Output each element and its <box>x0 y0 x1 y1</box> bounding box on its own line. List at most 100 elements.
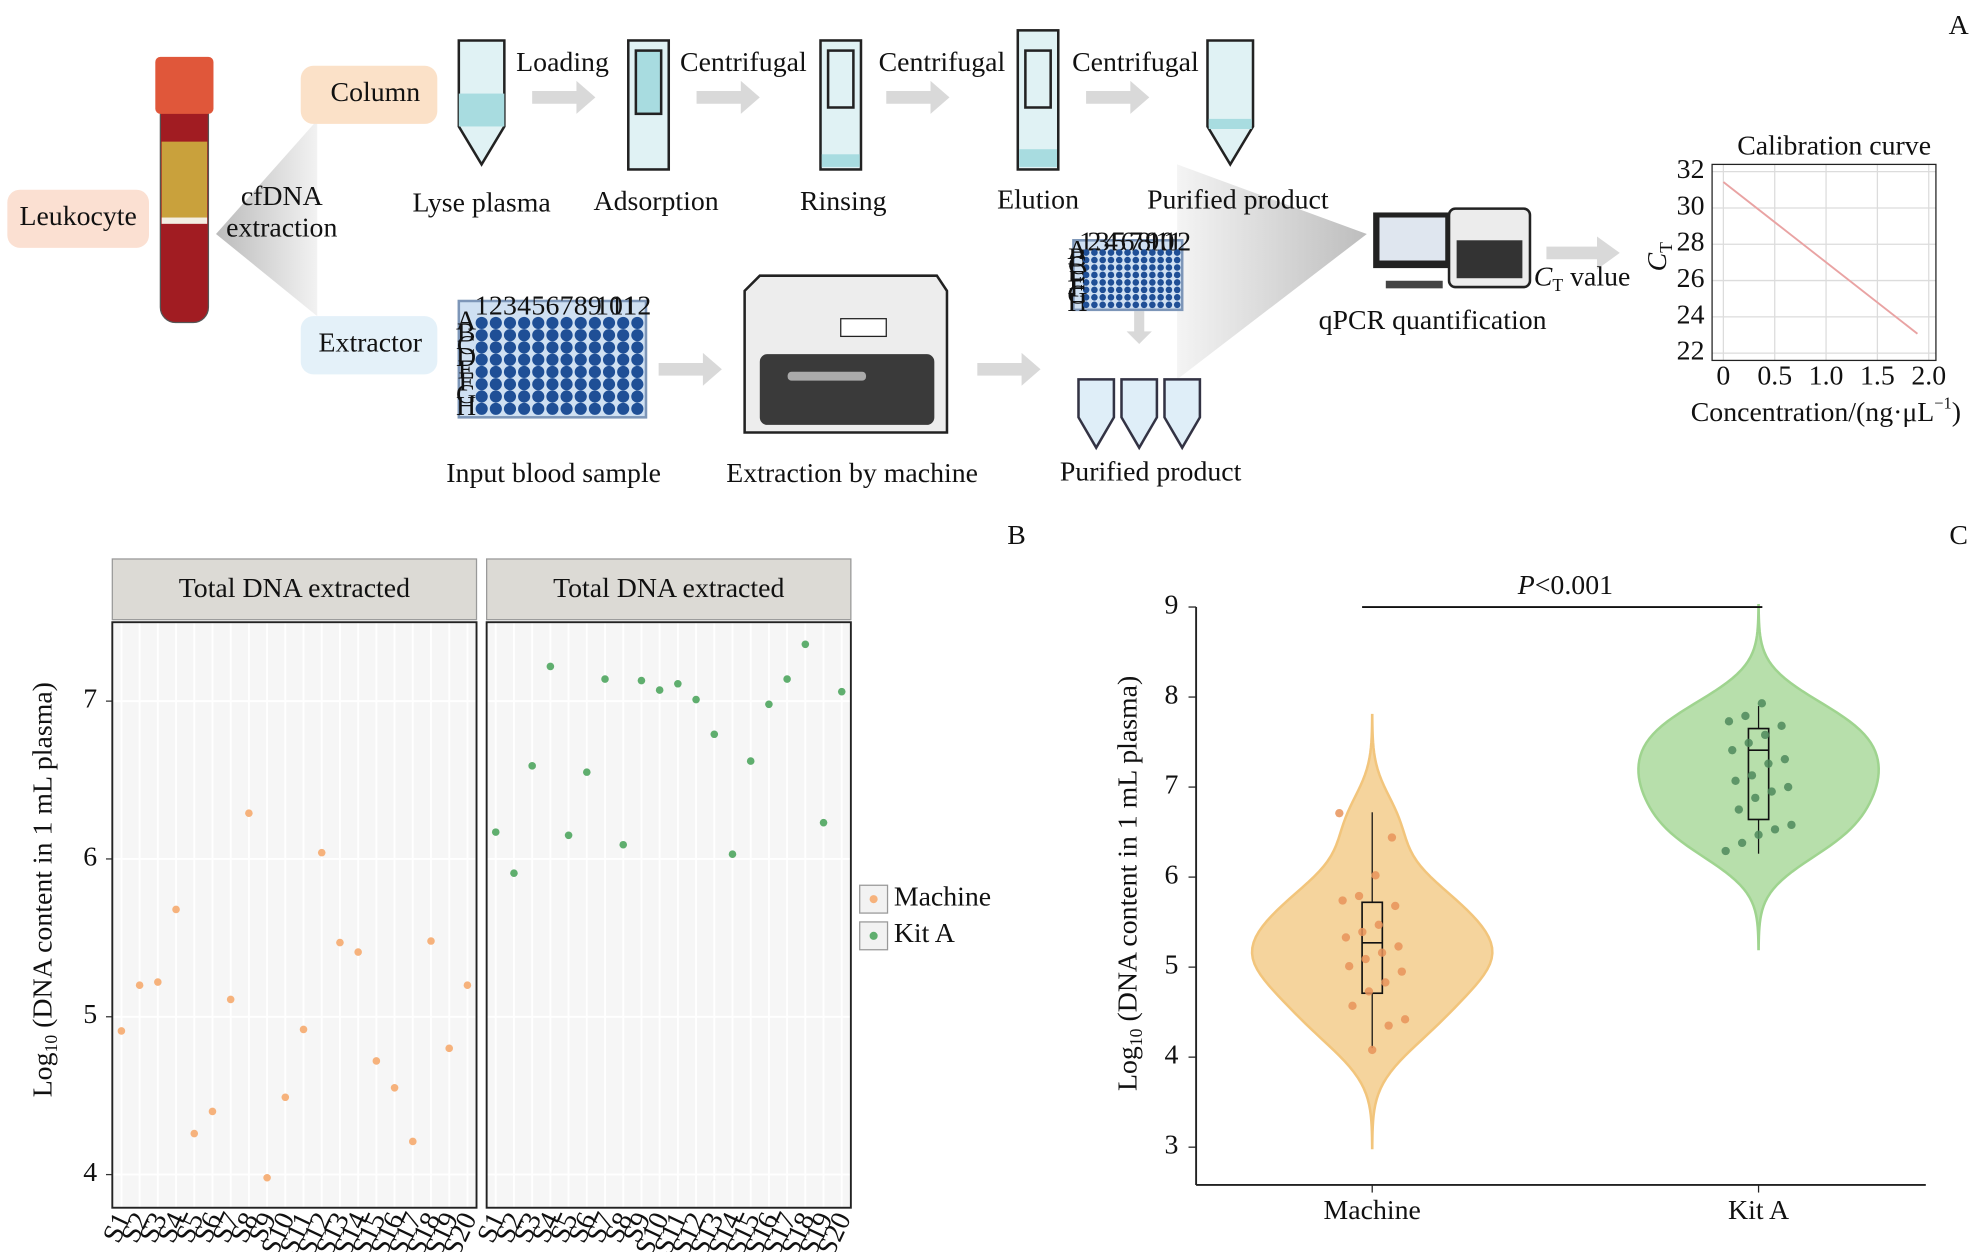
small-tubes <box>1077 378 1202 451</box>
axis-label: Concentration/(ng·μL−1) <box>1691 393 1961 428</box>
well <box>1149 301 1156 309</box>
well <box>475 341 488 354</box>
violin <box>1637 604 1880 951</box>
well <box>546 316 559 329</box>
well <box>588 329 601 342</box>
well <box>475 329 488 342</box>
well <box>475 402 488 415</box>
well <box>1107 264 1115 271</box>
well <box>1091 294 1098 301</box>
point <box>1764 759 1773 768</box>
well <box>475 365 488 379</box>
point <box>1780 754 1790 764</box>
well <box>489 329 502 342</box>
plate-row: F <box>1070 272 1085 303</box>
well <box>546 365 559 379</box>
dot <box>317 848 326 857</box>
well <box>574 353 587 366</box>
step: Centrifugal <box>879 47 1006 78</box>
well <box>1165 279 1173 286</box>
well <box>532 402 545 415</box>
box <box>300 65 438 124</box>
stage: Purified product <box>1147 185 1329 216</box>
well <box>1140 271 1148 279</box>
well <box>631 365 644 379</box>
dot <box>801 640 810 649</box>
well <box>1157 249 1164 256</box>
well <box>1132 264 1140 271</box>
well <box>503 329 517 342</box>
y-tick-label: 3 <box>1164 1130 1178 1161</box>
text: ) <box>1952 397 1961 428</box>
x-tick-label: 2.0 <box>1911 361 1946 392</box>
well <box>1149 264 1156 271</box>
plate-col: 1 <box>475 291 489 322</box>
well <box>1124 264 1131 271</box>
label: extraction <box>226 213 337 244</box>
panel-bg <box>486 622 851 1208</box>
plot-frame <box>1711 163 1937 362</box>
axis-label: P<0.001 <box>1517 570 1613 601</box>
calibration-line <box>1722 181 1919 335</box>
point <box>1777 721 1786 731</box>
point <box>1377 948 1387 957</box>
well <box>1157 294 1164 301</box>
liquid <box>1019 149 1057 167</box>
text: <0.001 <box>1535 570 1613 601</box>
label: cfDNA <box>241 181 323 212</box>
point <box>1391 901 1400 911</box>
point <box>1757 699 1767 708</box>
text: T <box>1656 242 1676 253</box>
well <box>1140 256 1148 264</box>
well <box>1140 301 1148 309</box>
well <box>1091 301 1098 309</box>
point <box>1770 825 1780 834</box>
plate-row: B <box>457 318 476 349</box>
point <box>1374 920 1383 929</box>
plasma <box>161 141 208 218</box>
well <box>1173 286 1181 294</box>
well <box>588 402 601 415</box>
y-tick-label: 5 <box>1164 950 1178 981</box>
point <box>1721 846 1730 856</box>
well <box>532 390 545 403</box>
stage: Adsorption <box>594 186 719 217</box>
point <box>1734 805 1744 814</box>
dot <box>372 1057 381 1065</box>
point <box>1345 962 1354 971</box>
well <box>1165 249 1173 256</box>
plate-col: 6 <box>1121 227 1135 258</box>
plate-row: B <box>1068 242 1087 273</box>
well <box>617 378 630 391</box>
step: Centrifugal <box>1072 47 1199 78</box>
well <box>1099 286 1106 294</box>
panel-label: B <box>1007 520 1026 551</box>
legend-label: Machine <box>894 882 991 913</box>
point <box>1731 776 1740 785</box>
point <box>1744 738 1753 748</box>
stage: Extraction by machine <box>726 458 978 489</box>
y-tick-label: 4 <box>83 1157 97 1188</box>
dot <box>819 818 828 827</box>
well <box>1082 256 1090 264</box>
well <box>503 365 517 379</box>
point <box>1341 933 1351 942</box>
well <box>1140 294 1148 301</box>
box <box>7 189 149 248</box>
text: 10 <box>1126 1028 1146 1046</box>
well <box>1082 286 1090 294</box>
plate-col: 2 <box>1087 227 1101 258</box>
well <box>503 378 517 391</box>
well <box>602 378 616 391</box>
well <box>574 365 587 379</box>
well <box>574 316 587 329</box>
point <box>1358 927 1367 937</box>
well <box>503 402 517 415</box>
dot <box>408 1137 417 1146</box>
well <box>546 402 559 415</box>
well <box>1165 264 1173 271</box>
well <box>1099 264 1106 271</box>
well <box>602 390 616 403</box>
